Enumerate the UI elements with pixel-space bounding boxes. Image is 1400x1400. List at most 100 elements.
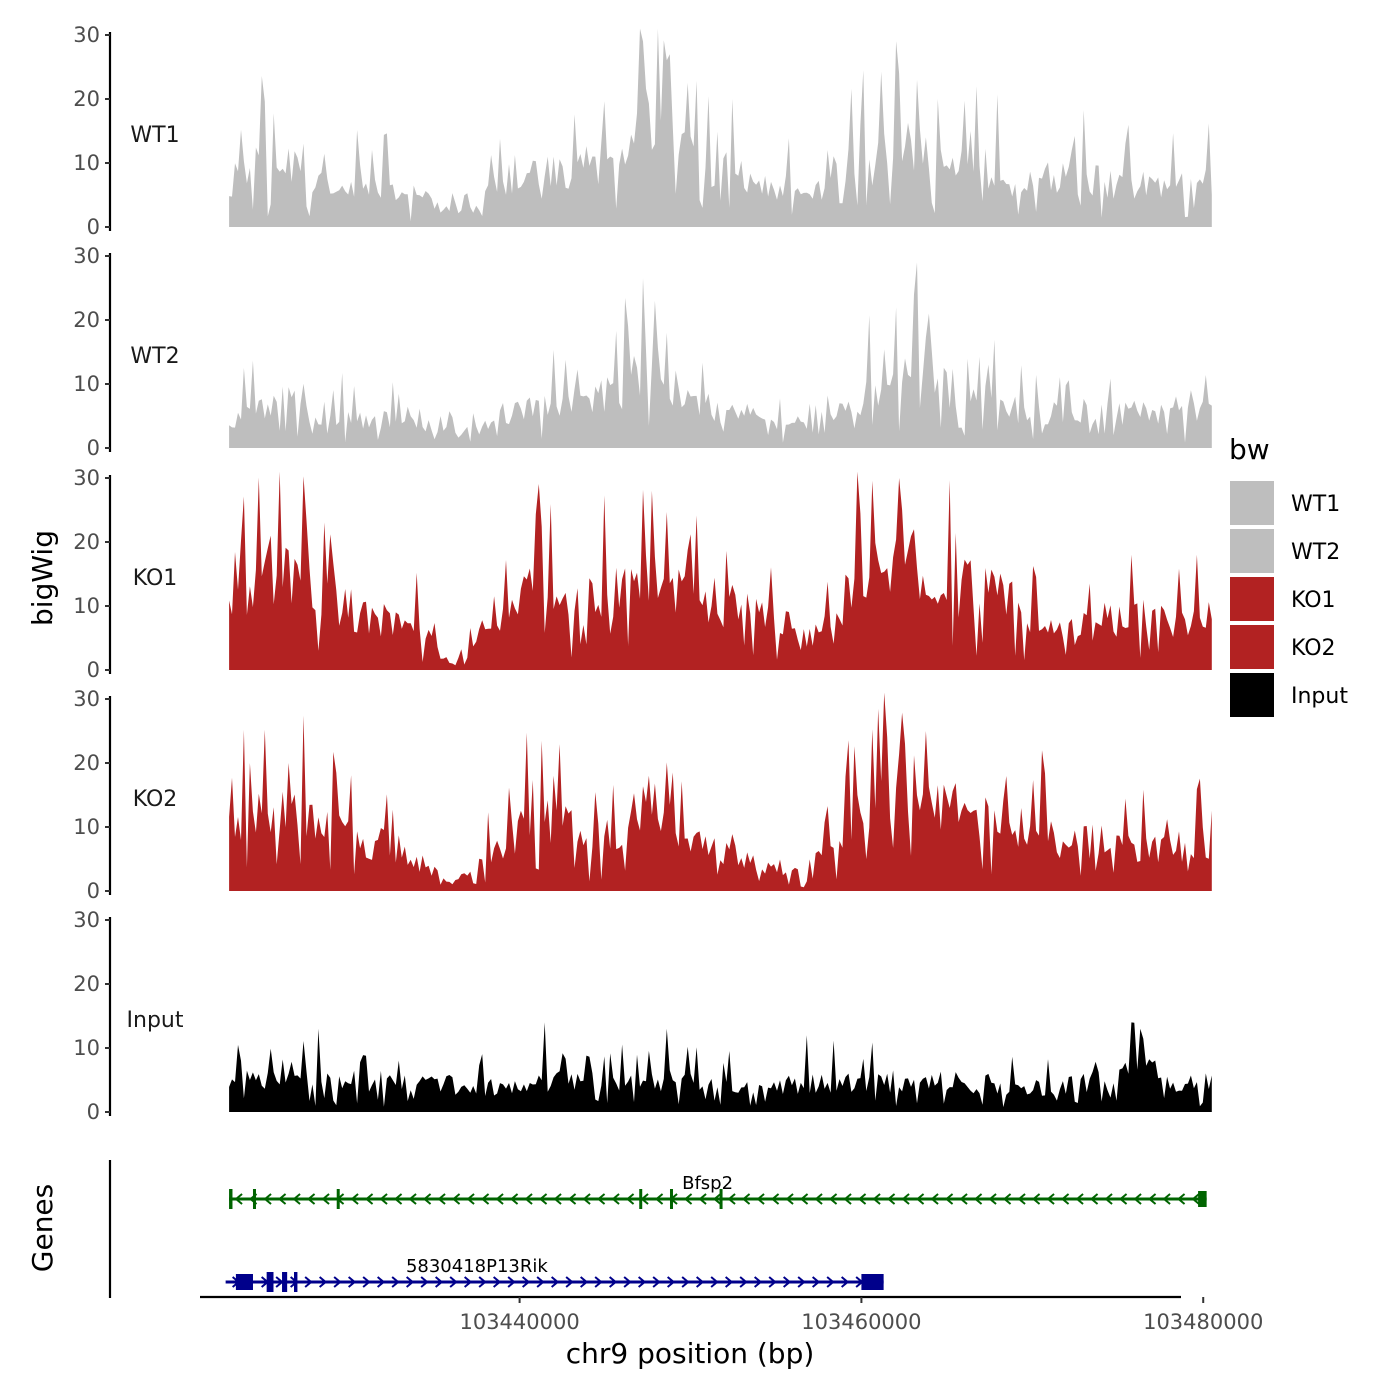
gene-label: Bfsp2 — [682, 1173, 733, 1194]
y-tick-label: 20 — [73, 751, 100, 775]
y-tick-label: 0 — [87, 658, 100, 682]
strand-chevron — [756, 1193, 765, 1205]
strand-chevron — [625, 1193, 635, 1205]
strand-chevron — [422, 1193, 432, 1205]
strand-chevron — [263, 1193, 272, 1205]
strand-chevron — [434, 1276, 444, 1288]
y-tick-label: 0 — [87, 879, 100, 903]
strand-chevron — [376, 1276, 386, 1288]
y-tick-label: 20 — [73, 972, 100, 996]
track-label: WT1 — [130, 123, 179, 148]
strand-chevron — [451, 1193, 461, 1205]
strand-chevron — [826, 1276, 835, 1288]
strand-chevron — [770, 1193, 780, 1205]
strand-chevron — [753, 1276, 763, 1288]
strand-chevron — [1133, 1193, 1142, 1205]
strand-chevron — [608, 1276, 618, 1288]
legend-label-ko1: KO1 — [1291, 588, 1336, 613]
strand-chevron — [379, 1193, 388, 1205]
strand-chevron — [1002, 1193, 1012, 1205]
strand-chevron — [1046, 1193, 1055, 1205]
strand-chevron — [277, 1193, 287, 1205]
exon — [639, 1189, 643, 1209]
strand-chevron — [654, 1193, 664, 1205]
legend-swatch-wt2 — [1230, 529, 1274, 573]
strand-chevron — [509, 1193, 519, 1205]
exon — [235, 1274, 253, 1290]
track-input: 0 10 20 30 Input — [73, 908, 1212, 1124]
y-tick-label: 20 — [73, 308, 100, 332]
strand-chevron — [492, 1276, 502, 1288]
strand-chevron — [1176, 1193, 1186, 1205]
strand-chevron — [695, 1276, 705, 1288]
exon — [252, 1189, 256, 1209]
strand-chevron — [1104, 1193, 1113, 1205]
y-tick-label: 30 — [73, 466, 100, 490]
track-label: WT2 — [130, 344, 179, 369]
strand-chevron — [565, 1276, 574, 1288]
strand-chevron — [1118, 1193, 1128, 1205]
strand-chevron — [524, 1193, 533, 1205]
exon — [293, 1272, 298, 1292]
strand-chevron — [393, 1193, 403, 1205]
legend-title: bw — [1229, 433, 1270, 466]
gene-label: 5830418P13Rik — [406, 1256, 548, 1277]
strand-chevron — [843, 1193, 852, 1205]
genes-axis-title: Genes — [26, 1184, 59, 1272]
legend: WT1 WT2 KO1 KO2 Input — [1230, 481, 1348, 717]
strand-chevron — [594, 1276, 603, 1288]
strand-chevron — [347, 1276, 357, 1288]
y-tick-label: 0 — [87, 215, 100, 239]
strand-chevron — [1162, 1193, 1171, 1205]
y-axis-title: bigWig — [26, 530, 59, 626]
strand-chevron — [930, 1193, 939, 1205]
genes-group: Bfsp2 5830418P13Rik — [108, 1160, 1207, 1298]
strand-chevron — [1060, 1193, 1070, 1205]
strand-chevron — [1191, 1193, 1200, 1205]
track-label: Input — [127, 1008, 184, 1033]
y-tick-label: 10 — [73, 594, 100, 618]
strand-chevron — [944, 1193, 954, 1205]
strand-chevron — [681, 1276, 690, 1288]
strand-chevron — [666, 1276, 676, 1288]
strand-chevron — [292, 1193, 301, 1205]
exon — [1198, 1191, 1207, 1207]
strand-chevron — [550, 1276, 560, 1288]
strand-chevron — [782, 1276, 792, 1288]
strand-chevron — [872, 1193, 881, 1205]
strand-chevron — [1089, 1193, 1099, 1205]
gene-bfsp2: Bfsp2 — [229, 1173, 1207, 1209]
x-tick-label: 103460000 — [801, 1310, 921, 1334]
strand-chevron — [480, 1193, 490, 1205]
strand-chevron — [814, 1193, 823, 1205]
exon — [336, 1189, 340, 1209]
strand-chevron — [463, 1276, 473, 1288]
strand-chevron — [652, 1276, 661, 1288]
strand-chevron — [799, 1193, 809, 1205]
legend-swatch-wt1 — [1230, 481, 1274, 525]
strand-chevron — [1147, 1193, 1157, 1205]
legend-swatch-ko1 — [1230, 577, 1274, 621]
legend-label-wt2: WT2 — [1291, 540, 1340, 565]
strand-chevron — [637, 1276, 647, 1288]
signal-area-ko2 — [229, 692, 1212, 891]
strand-chevron — [405, 1276, 415, 1288]
strand-chevron — [915, 1193, 925, 1205]
legend-label-wt1: WT1 — [1291, 492, 1340, 517]
track-label: KO1 — [133, 566, 178, 591]
signal-area-wt1 — [229, 28, 1212, 227]
y-tick-label: 30 — [73, 23, 100, 47]
track-wt2: 0 10 20 30 WT2 — [73, 244, 1212, 460]
y-tick-label: 0 — [87, 436, 100, 460]
strand-chevron — [362, 1276, 371, 1288]
y-tick-label: 30 — [73, 687, 100, 711]
strand-chevron — [449, 1276, 458, 1288]
strand-chevron — [521, 1276, 531, 1288]
strand-chevron — [408, 1193, 417, 1205]
strand-chevron — [988, 1193, 997, 1205]
strand-chevron — [901, 1193, 910, 1205]
strand-chevron — [582, 1193, 591, 1205]
track-label: KO2 — [133, 787, 178, 812]
strand-chevron — [420, 1276, 429, 1288]
exon — [669, 1189, 673, 1209]
